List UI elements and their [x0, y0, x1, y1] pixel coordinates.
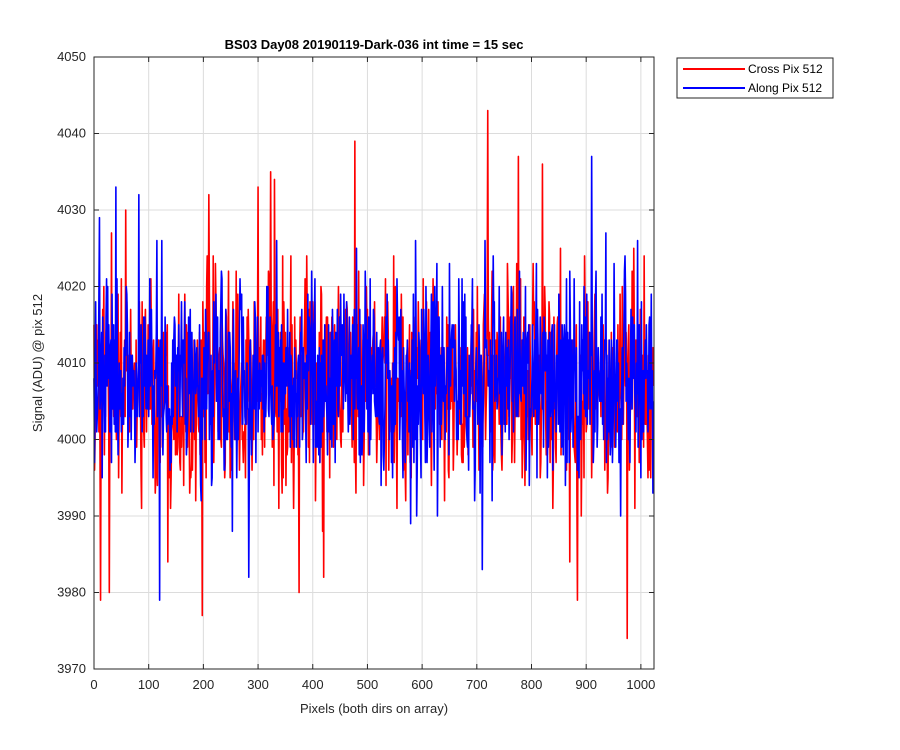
y-tick-label: 3990: [57, 508, 86, 523]
x-tick-label: 400: [302, 677, 324, 692]
y-tick-label: 4010: [57, 355, 86, 370]
legend-label-along: Along Pix 512: [748, 81, 822, 95]
y-tick-label: 4040: [57, 126, 86, 141]
y-tick-label: 4050: [57, 49, 86, 64]
y-tick-label: 4000: [57, 432, 86, 447]
series-line-1: [93, 155, 655, 601]
y-axis-label: Signal (ADU) @ pix 512: [30, 294, 45, 432]
x-tick-label: 1000: [626, 677, 655, 692]
legend-box: [676, 57, 834, 99]
y-tick-label: 3970: [57, 661, 86, 676]
chart-title: BS03 Day08 20190119-Dark-036 int time = …: [225, 37, 524, 52]
x-tick-label: 900: [575, 677, 597, 692]
y-tick-label: 4020: [57, 279, 86, 294]
legend: Cross Pix 512 Along Pix 512: [676, 57, 834, 99]
legend-label-cross: Cross Pix 512: [748, 62, 823, 76]
tick-labels: 0 100 200 300 400 500 600 700 800 900 1000 3970 3980…: [57, 49, 655, 692]
x-tick-label: 800: [521, 677, 543, 692]
x-tick-label: 300: [247, 677, 269, 692]
ticks: [93, 56, 654, 670]
x-tick-label: 0: [90, 677, 97, 692]
y-tick-label: 3980: [57, 585, 86, 600]
x-tick-label: 200: [193, 677, 215, 692]
x-tick-label: 100: [138, 677, 160, 692]
x-tick-label: 500: [357, 677, 379, 692]
x-axis-label: Pixels (both dirs on array): [300, 701, 448, 716]
x-tick-label: 700: [466, 677, 488, 692]
x-tick-label: 600: [411, 677, 433, 692]
series-group: [93, 109, 655, 640]
y-tick-label: 4030: [57, 202, 86, 217]
